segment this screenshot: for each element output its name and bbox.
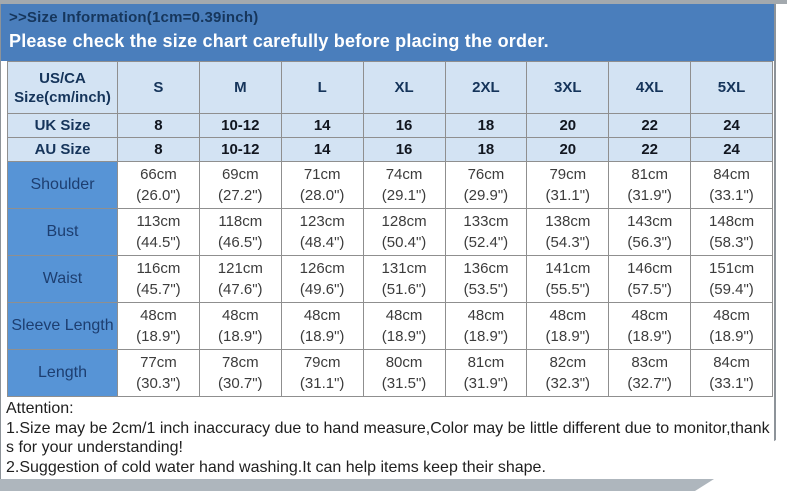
- row-label-uk-size: UK Size: [7, 113, 118, 138]
- measurement-cell: 143cm (56.3"): [608, 208, 692, 256]
- table-cell: 20: [526, 113, 610, 138]
- table-cell: 18: [444, 113, 528, 138]
- row-label-length: Length: [7, 349, 118, 397]
- measurement-cell: 71cm (28.0"): [280, 161, 364, 209]
- measurement-cell: 48cm (18.9"): [608, 302, 692, 350]
- size-col-header-xl: XL: [362, 61, 446, 114]
- table-cell: 14: [280, 113, 364, 138]
- corner-header: US/CA Size(cm/inch): [7, 61, 118, 114]
- measurement-cell: 48cm (18.9"): [362, 302, 446, 350]
- measurement-cell: 133cm (52.4"): [444, 208, 528, 256]
- measurement-cell: 48cm (18.9"): [444, 302, 528, 350]
- measurement-cell: 48cm (18.9"): [690, 302, 773, 350]
- header-banner: >>Size Information(1cm=0.39inch) Please …: [1, 4, 774, 61]
- bust-row: Bust 113cm (44.5") 118cm (46.5") 123cm (…: [7, 208, 773, 256]
- bottom-border-strip: [0, 479, 787, 491]
- measurement-cell: 151cm (59.4"): [690, 255, 773, 303]
- measurement-cell: 138cm (54.3"): [526, 208, 610, 256]
- attention-section: Attention: 1.Size may be 2cm/1 inch inac…: [1, 397, 774, 483]
- attention-note-2: 2.Suggestion of cold water hand washing.…: [6, 458, 546, 476]
- sleeve-length-row: Sleeve Length 48cm (18.9") 48cm (18.9") …: [7, 302, 773, 350]
- uk-size-row: UK Size 8 10-12 14 16 18 20 22 24: [7, 113, 773, 138]
- size-check-notice: Please check the size chart carefully be…: [9, 31, 549, 51]
- measurement-cell: 136cm (53.5"): [444, 255, 528, 303]
- size-info-title: >>Size Information(1cm=0.39inch): [9, 9, 259, 26]
- measurement-cell: 48cm (18.9"): [280, 302, 364, 350]
- measurement-cell: 141cm (55.5"): [526, 255, 610, 303]
- measurement-cell: 74cm (29.1"): [362, 161, 446, 209]
- size-col-header-2xl: 2XL: [444, 61, 528, 114]
- measurement-cell: 69cm (27.2"): [198, 161, 282, 209]
- measurement-cell: 148cm (58.3"): [690, 208, 773, 256]
- table-cell: 10-12: [198, 137, 282, 162]
- measurement-cell: 76cm (29.9"): [444, 161, 528, 209]
- table-cell: 24: [690, 137, 773, 162]
- measurement-cell: 77cm (30.3"): [117, 349, 200, 397]
- measurement-cell: 84cm (33.1"): [690, 349, 773, 397]
- measurement-cell: 123cm (48.4"): [280, 208, 364, 256]
- size-col-header-m: M: [198, 61, 282, 114]
- table-cell: 16: [362, 113, 446, 138]
- measurement-cell: 128cm (50.4"): [362, 208, 446, 256]
- table-cell: 10-12: [198, 113, 282, 138]
- measurement-cell: 79cm (31.1"): [280, 349, 364, 397]
- measurement-cell: 48cm (18.9"): [117, 302, 200, 350]
- measurement-cell: 131cm (51.6"): [362, 255, 446, 303]
- measurement-cell: 83cm (32.7"): [608, 349, 692, 397]
- table-cell: 14: [280, 137, 364, 162]
- row-label-shoulder: Shoulder: [7, 161, 118, 209]
- measurement-cell: 66cm (26.0"): [117, 161, 200, 209]
- row-label-au-size: AU Size: [7, 137, 118, 162]
- length-row: Length 77cm (30.3") 78cm (30.7") 79cm (3…: [7, 349, 773, 397]
- table-cell: 24: [690, 113, 773, 138]
- measurement-cell: 84cm (33.1"): [690, 161, 773, 209]
- size-chart-table: US/CA Size(cm/inch) S M L XL 2XL 3XL 4XL…: [7, 61, 773, 397]
- table-cell: 18: [444, 137, 528, 162]
- measurement-cell: 126cm (49.6"): [280, 255, 364, 303]
- measurement-cell: 48cm (18.9"): [526, 302, 610, 350]
- table-cell: 22: [608, 113, 692, 138]
- row-label-waist: Waist: [7, 255, 118, 303]
- measurement-cell: 81cm (31.9"): [444, 349, 528, 397]
- size-header-row: US/CA Size(cm/inch) S M L XL 2XL 3XL 4XL…: [7, 61, 773, 114]
- size-col-header-5xl: 5XL: [690, 61, 773, 114]
- size-chart-content: >>Size Information(1cm=0.39inch) Please …: [0, 4, 776, 483]
- measurement-cell: 80cm (31.5"): [362, 349, 446, 397]
- measurement-cell: 116cm (45.7"): [117, 255, 200, 303]
- size-col-header-s: S: [117, 61, 200, 114]
- measurement-cell: 79cm (31.1"): [526, 161, 610, 209]
- table-cell: 8: [117, 137, 200, 162]
- measurement-cell: 82cm (32.3"): [526, 349, 610, 397]
- top-border-strip: [0, 0, 787, 4]
- waist-row: Waist 116cm (45.7") 121cm (47.6") 126cm …: [7, 255, 773, 303]
- au-size-row: AU Size 8 10-12 14 16 18 20 22 24: [7, 137, 773, 162]
- measurement-cell: 121cm (47.6"): [198, 255, 282, 303]
- measurement-cell: 113cm (44.5"): [117, 208, 200, 256]
- row-label-sleeve-length: Sleeve Length: [7, 302, 118, 350]
- attention-title: Attention:: [6, 400, 74, 417]
- size-col-header-l: L: [280, 61, 364, 114]
- measurement-cell: 118cm (46.5"): [198, 208, 282, 256]
- measurement-cell: 78cm (30.7"): [198, 349, 282, 397]
- shoulder-row: Shoulder 66cm (26.0") 69cm (27.2") 71cm …: [7, 161, 773, 209]
- attention-note-1: 1.Size may be 2cm/1 inch inaccuracy due …: [6, 419, 770, 457]
- size-col-header-4xl: 4XL: [608, 61, 692, 114]
- size-col-header-3xl: 3XL: [526, 61, 610, 114]
- table-cell: 8: [117, 113, 200, 138]
- row-label-bust: Bust: [7, 208, 118, 256]
- table-cell: 16: [362, 137, 446, 162]
- measurement-cell: 48cm (18.9"): [198, 302, 282, 350]
- table-cell: 20: [526, 137, 610, 162]
- measurement-cell: 81cm (31.9"): [608, 161, 692, 209]
- table-cell: 22: [608, 137, 692, 162]
- measurement-cell: 146cm (57.5"): [608, 255, 692, 303]
